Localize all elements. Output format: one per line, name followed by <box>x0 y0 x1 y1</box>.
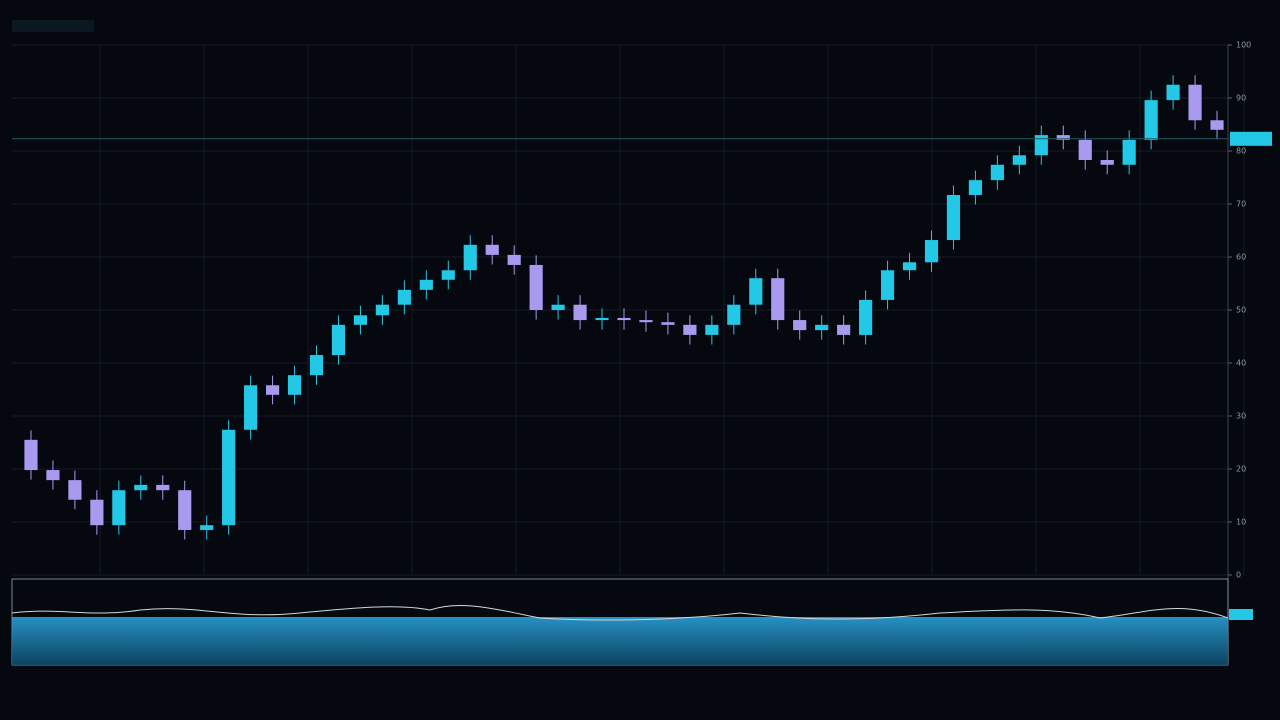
candle-body <box>1056 135 1070 140</box>
candle-body <box>1210 120 1224 130</box>
candle-body <box>551 304 565 310</box>
candle-body <box>244 385 258 430</box>
candle-body <box>924 240 939 263</box>
candle-body <box>353 315 368 325</box>
candle-body <box>661 322 675 325</box>
y-tick-label: 30 <box>1236 412 1246 421</box>
candle-body <box>397 289 411 305</box>
candles <box>12 75 1272 540</box>
candle-body <box>529 264 543 310</box>
candle-body <box>46 470 60 481</box>
candle-body <box>419 279 433 290</box>
candle-body <box>68 480 82 500</box>
candle-body <box>639 320 653 323</box>
candle-body <box>880 270 895 300</box>
candle-body <box>156 484 170 491</box>
candle-body <box>837 324 851 335</box>
candle-body <box>771 278 785 321</box>
candle-body <box>683 324 697 335</box>
candle-body <box>222 429 236 526</box>
candle-body <box>1012 155 1026 165</box>
candle-body <box>441 270 455 280</box>
indicator-tag <box>1229 609 1253 620</box>
candle-body <box>309 355 324 376</box>
candle-body <box>178 490 192 530</box>
y-tick-label: 80 <box>1236 147 1246 156</box>
candle-body <box>265 385 280 395</box>
candle-body <box>331 324 346 356</box>
candle-body <box>968 180 983 195</box>
candle-body <box>727 304 741 325</box>
candle-body <box>134 484 148 491</box>
y-tick-label: 50 <box>1236 306 1246 315</box>
candle-body <box>463 244 477 271</box>
candle-body <box>617 317 631 321</box>
indicator-area <box>12 617 1228 665</box>
candle-body <box>573 304 587 321</box>
candle-body <box>793 320 807 331</box>
candle-body <box>859 299 873 335</box>
candle-body <box>1166 84 1180 101</box>
candle-body <box>1100 160 1114 165</box>
candle-body <box>485 244 499 255</box>
candle-body <box>1144 100 1158 140</box>
y-tick-label: 20 <box>1236 465 1246 474</box>
candle-body <box>1122 139 1136 165</box>
y-tick-label: 0 <box>1236 571 1241 580</box>
y-tick-label: 70 <box>1236 200 1246 209</box>
y-tick-label: 100 <box>1236 41 1251 50</box>
candle-body <box>24 439 38 471</box>
candle-body <box>507 254 521 265</box>
symbol-box[interactable] <box>12 20 94 32</box>
candle-body <box>815 324 829 331</box>
y-tick-label: 10 <box>1236 518 1246 527</box>
candle-body <box>1188 84 1202 121</box>
candle-body <box>375 304 389 316</box>
candle-body <box>946 194 961 241</box>
candle-body <box>200 525 214 530</box>
candle-body <box>902 262 917 271</box>
candle-body <box>705 324 719 335</box>
candle-body <box>749 278 763 305</box>
y-tick-label: 40 <box>1236 359 1246 368</box>
candle-body <box>990 164 1004 181</box>
price-tag <box>1230 131 1272 146</box>
candle-body <box>1034 135 1048 156</box>
candle-body <box>1078 139 1092 161</box>
candle-body <box>112 490 126 526</box>
candle-body <box>90 499 104 526</box>
candle-body <box>595 317 609 321</box>
y-tick-label: 90 <box>1236 94 1246 103</box>
y-tick-label: 60 <box>1236 253 1246 262</box>
indicator-line <box>11 604 1229 621</box>
candle-body <box>287 375 302 395</box>
